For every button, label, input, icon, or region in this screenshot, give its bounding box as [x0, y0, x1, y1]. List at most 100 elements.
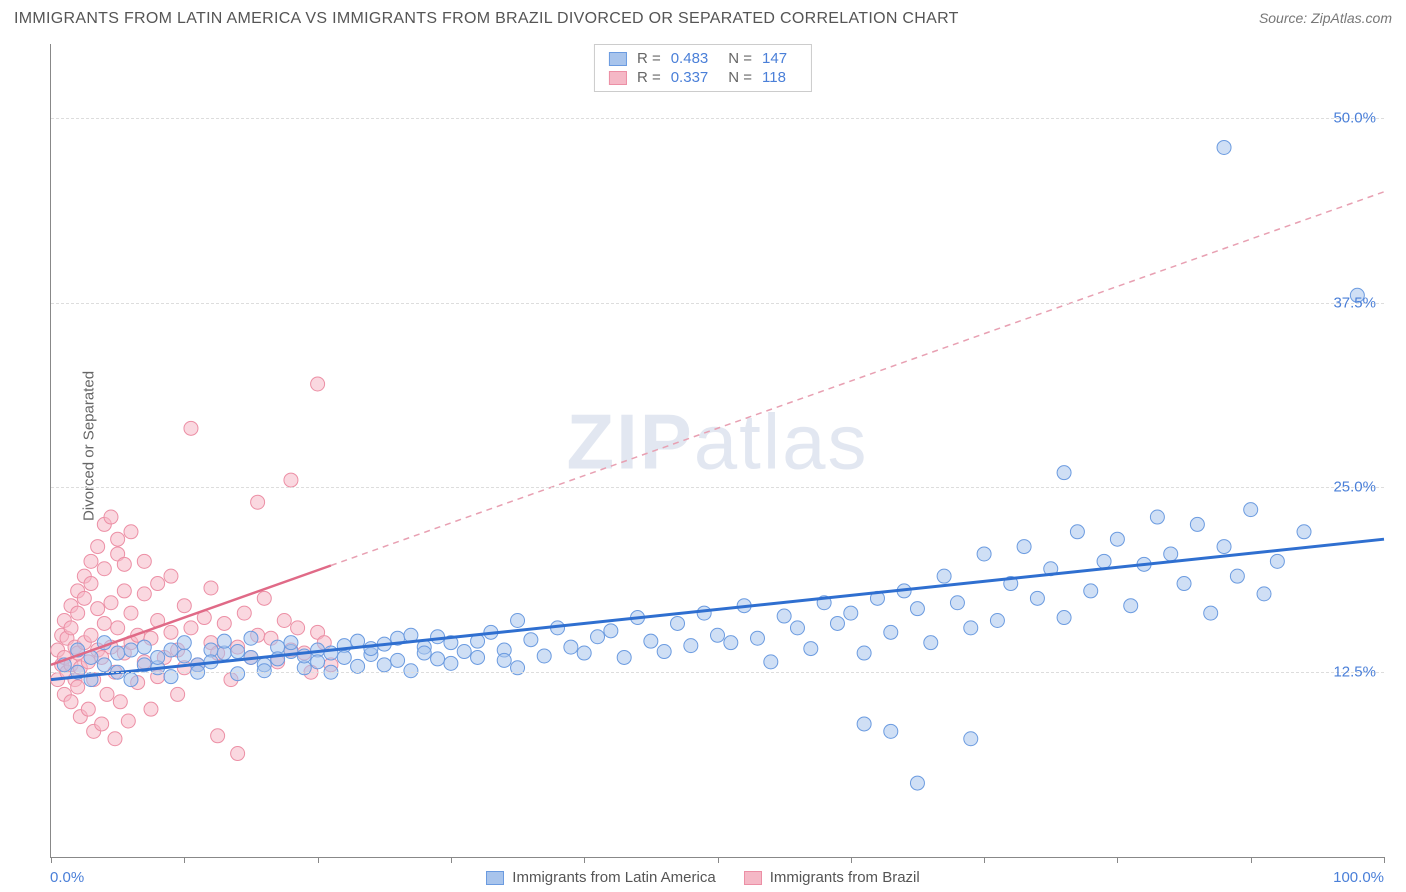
- data-point: [644, 634, 658, 648]
- data-point: [724, 636, 738, 650]
- y-tick-label: 12.5%: [1333, 664, 1376, 681]
- data-point: [417, 646, 431, 660]
- correlation-row-1: R = 0.483 N = 147: [609, 49, 797, 68]
- data-point: [117, 584, 131, 598]
- data-point: [1164, 547, 1178, 561]
- data-point: [1190, 517, 1204, 531]
- x-tick-mark: [1251, 857, 1252, 863]
- data-point: [1110, 532, 1124, 546]
- swatch-brazil: [744, 871, 762, 885]
- data-point: [257, 664, 271, 678]
- data-point: [137, 587, 151, 601]
- data-point: [311, 655, 325, 669]
- data-point: [95, 717, 109, 731]
- data-point: [64, 621, 78, 635]
- data-point: [1204, 606, 1218, 620]
- data-point: [184, 621, 198, 635]
- legend-label-2: Immigrants from Brazil: [770, 869, 920, 886]
- x-tick-mark: [984, 857, 985, 863]
- data-point: [100, 687, 114, 701]
- data-point: [284, 636, 298, 650]
- y-tick-label: 37.5%: [1333, 294, 1376, 311]
- data-point: [884, 724, 898, 738]
- data-point: [1177, 577, 1191, 591]
- data-point: [804, 642, 818, 656]
- swatch-series-2: [609, 71, 627, 85]
- data-point: [124, 606, 138, 620]
- data-point: [97, 562, 111, 576]
- data-point: [164, 569, 178, 583]
- data-point: [790, 621, 804, 635]
- data-point: [1057, 611, 1071, 625]
- data-point: [124, 673, 138, 687]
- gridline-h: [51, 487, 1384, 488]
- data-point: [457, 645, 471, 659]
- data-point: [311, 377, 325, 391]
- data-point: [1257, 587, 1271, 601]
- data-point: [1217, 140, 1231, 154]
- data-point: [764, 655, 778, 669]
- data-point: [1297, 525, 1311, 539]
- n-value-2: 118: [762, 69, 786, 86]
- r-value-2: 0.337: [671, 69, 709, 86]
- data-point: [577, 646, 591, 660]
- data-point: [137, 640, 151, 654]
- legend-item-1: Immigrants from Latin America: [486, 869, 715, 886]
- data-point: [231, 667, 245, 681]
- data-point: [124, 525, 138, 539]
- data-point: [337, 650, 351, 664]
- gridline-h: [51, 303, 1384, 304]
- data-point: [164, 625, 178, 639]
- data-point: [84, 628, 98, 642]
- data-point: [164, 643, 178, 657]
- chart-svg: [51, 44, 1384, 857]
- correlation-legend: R = 0.483 N = 147 R = 0.337 N = 118: [594, 44, 812, 92]
- data-point: [251, 495, 265, 509]
- data-point: [71, 606, 85, 620]
- source-attribution: Source: ZipAtlas.com: [1259, 10, 1392, 26]
- data-point: [84, 554, 98, 568]
- data-point: [657, 645, 671, 659]
- chart-plot-area: ZIPatlas 12.5%25.0%37.5%50.0%: [50, 44, 1384, 858]
- data-point: [1150, 510, 1164, 524]
- data-point: [1097, 554, 1111, 568]
- data-point: [81, 702, 95, 716]
- data-point: [211, 729, 225, 743]
- data-point: [671, 616, 685, 630]
- x-tick-mark: [584, 857, 585, 863]
- data-point: [1084, 584, 1098, 598]
- data-point: [237, 606, 251, 620]
- legend-item-2: Immigrants from Brazil: [744, 869, 920, 886]
- data-point: [124, 643, 138, 657]
- data-point: [431, 630, 445, 644]
- data-point: [617, 650, 631, 664]
- gridline-h: [51, 672, 1384, 673]
- data-point: [1124, 599, 1138, 613]
- data-point: [97, 616, 111, 630]
- x-tick-mark: [451, 857, 452, 863]
- data-point: [231, 747, 245, 761]
- data-point: [1070, 525, 1084, 539]
- data-point: [1270, 554, 1284, 568]
- data-point: [697, 606, 711, 620]
- data-point: [91, 602, 105, 616]
- data-point: [1230, 569, 1244, 583]
- data-point: [111, 621, 125, 635]
- data-point: [121, 714, 135, 728]
- data-point: [884, 625, 898, 639]
- data-point: [104, 596, 118, 610]
- x-tick-mark: [851, 857, 852, 863]
- data-point: [830, 616, 844, 630]
- x-tick-mark: [184, 857, 185, 863]
- data-point: [257, 591, 271, 605]
- data-point: [244, 631, 258, 645]
- data-point: [204, 581, 218, 595]
- regression-line-solid: [51, 539, 1384, 679]
- data-point: [231, 645, 245, 659]
- source-label: Source:: [1259, 10, 1307, 26]
- n-value-1: 147: [762, 50, 787, 67]
- data-point: [171, 687, 185, 701]
- n-label: N =: [728, 69, 752, 86]
- data-point: [937, 569, 951, 583]
- data-point: [137, 554, 151, 568]
